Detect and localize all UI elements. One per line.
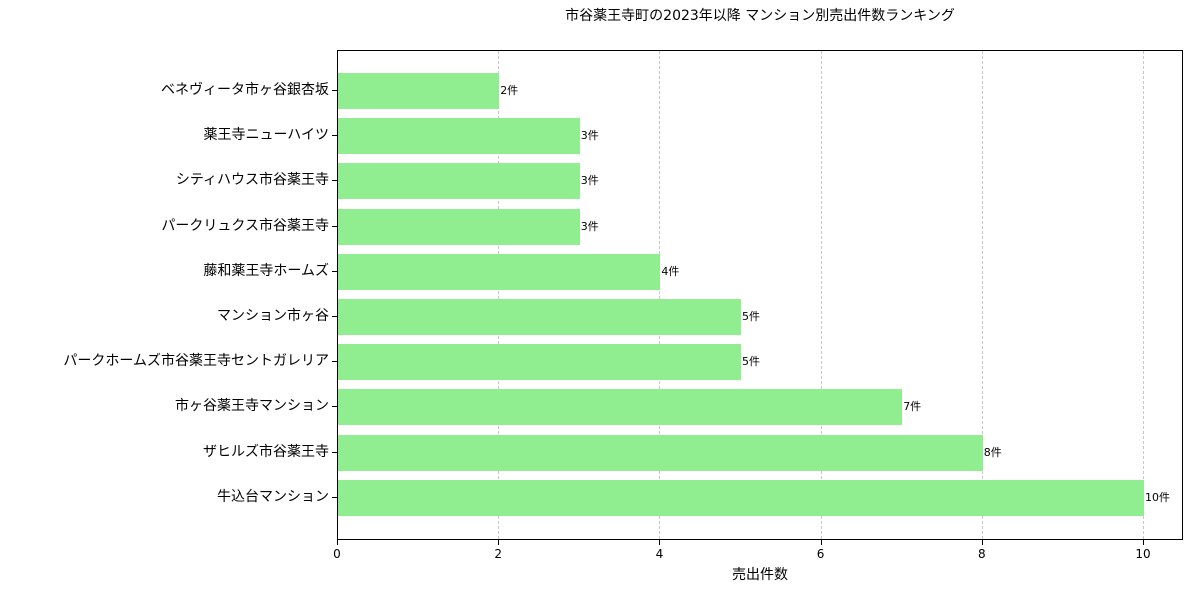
y-tick-label: ベネヴィータ市ヶ谷銀杏坂 [161,82,329,98]
bar-value-label: 5件 [742,355,760,369]
bar-value-label: 5件 [742,310,760,323]
bar-value-label: 3件 [580,174,599,188]
x-tick-label: 0 [333,547,341,561]
bar [338,163,580,200]
bar [338,299,741,335]
y-tick-label: 薬王寺ニューハイツ [203,127,329,144]
bar-value-label: 3件 [580,129,599,143]
y-tick-label: ザヒルズ市谷薬王寺 [203,443,329,460]
x-tick-label: 6 [816,547,825,561]
x-tick-label: 4 [655,547,664,561]
y-tick-mark [332,406,337,408]
bar-value-label: 2件 [500,84,519,97]
x-tick-mark [498,540,500,545]
x-axis-title: 売出件数 [732,567,788,583]
y-tick-mark [332,361,337,363]
bar [338,208,580,245]
x-tick-label: 2 [494,547,502,561]
x-tick-label: 8 [977,547,986,561]
gridline [659,51,661,539]
bar [338,479,1144,516]
x-tick-mark [1143,540,1144,545]
bar [338,434,983,471]
y-tick-label: マンション市ヶ谷 [217,308,329,324]
y-tick-mark [332,451,337,453]
gridline [981,51,983,539]
bar [338,73,500,109]
x-tick-mark [659,540,661,545]
y-tick-mark [332,135,337,137]
y-tick-label: 市ヶ谷薬王寺マンション [175,398,329,415]
x-tick-mark [337,540,338,545]
gridline [498,51,500,539]
bar-value-label: 3件 [580,219,599,233]
y-tick-mark [332,270,337,272]
y-tick-label: パークホームズ市谷薬王寺セントガレリア [63,353,329,370]
x-tick-label: 10 [1135,547,1151,561]
bar-value-label: 8件 [983,445,1002,459]
bar-value-label: 4件 [661,264,680,278]
y-tick-mark [332,180,337,182]
y-tick-mark [332,496,337,498]
y-tick-mark [332,90,337,91]
x-tick-mark [981,540,983,545]
gridline [1143,51,1144,539]
y-tick-label: シティハウス市谷薬王寺 [175,172,329,189]
bar [338,118,580,155]
bar [338,389,903,426]
bar [338,344,741,381]
bar-value-label: 10件 [1145,490,1170,504]
y-tick-mark [332,225,337,227]
chart-title: 市谷薬王寺町の2023年以降 マンション別売出件数ランキング [565,8,955,24]
y-tick-label: 牛込台マンション [217,488,329,505]
bar [338,253,661,290]
y-tick-mark [332,316,337,317]
bar-value-label: 7件 [903,400,922,414]
x-tick-mark [820,540,822,545]
y-tick-label: 藤和薬王寺ホームズ [203,262,329,279]
plot-area: 2件 3件 3件 3件 4件 5件 5件 7件 8件 10件 [337,50,1183,540]
y-tick-label: パークリュクス市谷薬王寺 [161,217,329,234]
gridline [820,51,822,539]
